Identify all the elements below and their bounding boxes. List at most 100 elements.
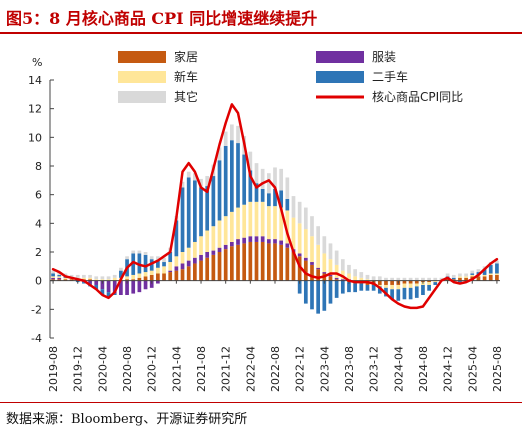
bar-car_new-2020-12	[149, 270, 154, 275]
bar-used_car-2023-11	[365, 284, 370, 291]
bar-other-2025-04	[470, 270, 475, 274]
bar-clothing-2022-01	[230, 241, 234, 247]
bar-other-2024-06	[408, 277, 413, 281]
bar-used_car-2024-10	[433, 282, 438, 285]
bar-other-2024-09	[427, 277, 431, 281]
legend-swatch-used_car	[316, 71, 364, 83]
bar-other-2022-12	[297, 201, 302, 224]
bar-used_car-2023-09	[353, 283, 357, 293]
bar-clothing-2022-02	[236, 239, 240, 245]
legend-swatch-car_new	[118, 71, 166, 83]
bar-household-2022-06	[260, 241, 265, 281]
bar-car_new-2025-02	[458, 276, 462, 278]
bar-used_car-2021-03	[168, 252, 173, 263]
bar-other-2023-11	[365, 274, 370, 280]
bar-household-2020-02	[88, 279, 92, 281]
bar-clothing-2022-04	[248, 236, 253, 242]
bar-other-2020-02	[88, 274, 92, 278]
bar-other-2025-05	[476, 269, 481, 273]
bar-other-2025-02	[458, 273, 462, 277]
bar-used_car-2025-02	[458, 280, 462, 283]
bar-clothing-2021-03	[168, 270, 173, 273]
bar-car_new-2021-09	[205, 230, 210, 252]
bar-clothing-2019-08	[51, 277, 55, 280]
bar-clothing-2021-01	[156, 280, 160, 284]
bar-car_new-2022-10	[285, 210, 290, 244]
bar-car_new-2021-06	[186, 247, 191, 261]
y-tick-label: 8	[35, 160, 42, 173]
x-tick-label: 2023-04	[318, 346, 331, 392]
bar-clothing-2021-05	[180, 263, 185, 270]
bar-car_new-2024-03	[390, 284, 394, 290]
bar-other-2025-08	[495, 260, 499, 264]
bar-clothing-2020-10	[137, 280, 142, 293]
bar-car_new-2024-07	[414, 283, 419, 287]
bar-other-2022-02	[236, 125, 240, 144]
bar-car_new-2023-05	[328, 259, 333, 275]
line-core_cpi	[51, 103, 499, 310]
bar-other-2020-11	[143, 252, 148, 255]
bar-used_car-2024-01	[377, 286, 382, 294]
bar-clothing-2022-07	[266, 239, 271, 244]
bar-household-2020-12	[149, 274, 154, 281]
bar-household-2023-01	[303, 260, 308, 281]
bar-used_car-2025-08	[495, 263, 499, 274]
bar-used_car-2023-05	[328, 280, 333, 304]
bar-car_new-2021-02	[162, 266, 166, 274]
bar-other-2023-04	[322, 236, 327, 254]
bar-clothing-2022-08	[273, 239, 277, 244]
bar-used_car-2022-06	[260, 188, 265, 202]
bar-clothing-2022-06	[260, 236, 265, 242]
bar-car_new-2020-02	[88, 277, 92, 280]
bar-used_car-2021-07	[193, 180, 197, 242]
x-tick-label: 2025-04	[466, 346, 479, 392]
x-tick-label: 2021-04	[170, 346, 183, 392]
bar-other-2019-12	[75, 274, 80, 278]
bar-clothing-2023-06	[334, 277, 339, 280]
bar-used_car-2020-12	[149, 259, 154, 271]
bar-household-2024-03	[390, 280, 394, 285]
bar-other-2023-05	[328, 243, 333, 260]
bar-clothing-2021-09	[205, 252, 210, 258]
bar-used_car-2024-09	[427, 284, 431, 291]
legend-label-clothing: 服装	[372, 50, 396, 64]
bar-used_car-2020-01	[82, 282, 86, 284]
bar-clothing-2021-07	[193, 257, 197, 264]
y-tick-label: 12	[28, 103, 42, 116]
bar-car_new-2023-08	[347, 273, 351, 280]
bar-other-2022-10	[285, 177, 290, 199]
bar-car_new-2020-11	[143, 272, 148, 277]
bar-clothing-2020-11	[143, 280, 148, 290]
bar-other-2024-11	[439, 277, 444, 281]
bar-car_new-2023-04	[322, 253, 327, 273]
bar-used_car-2025-01	[451, 277, 456, 280]
bar-clothing-2020-06	[112, 280, 117, 294]
bar-car_new-2024-04	[396, 284, 401, 290]
bar-used_car-2022-03	[242, 154, 247, 205]
bar-clothing-2021-08	[199, 254, 203, 261]
bar-used_car-2024-04	[396, 289, 401, 301]
bar-household-2025-06	[482, 276, 487, 281]
bar-used_car-2021-01	[156, 260, 160, 268]
x-tick-label: 2023-08	[343, 346, 356, 392]
bar-household-2025-01	[451, 279, 456, 281]
bar-household-2024-07	[414, 280, 419, 284]
bar-other-2025-01	[451, 274, 456, 278]
bar-other-2021-01	[156, 256, 160, 261]
bar-other-2023-10	[359, 272, 364, 278]
bar-household-2022-07	[266, 243, 271, 281]
bar-car_new-2021-05	[180, 252, 185, 264]
bar-other-2020-01	[82, 274, 86, 278]
bar-clothing-2020-03	[94, 280, 99, 285]
y-tick-label: 14	[28, 74, 42, 87]
bar-used_car-2020-06	[112, 293, 117, 295]
bar-other-2023-02	[310, 216, 314, 237]
bar-other-2021-09	[205, 176, 210, 187]
bar-household-2024-01	[377, 280, 382, 285]
bar-household-2021-03	[168, 272, 173, 281]
bar-used_car-2025-04	[470, 273, 475, 275]
bar-used_car-2022-01	[230, 140, 234, 212]
bar-used_car-2021-02	[162, 262, 166, 267]
bar-clothing-2021-06	[186, 260, 191, 267]
